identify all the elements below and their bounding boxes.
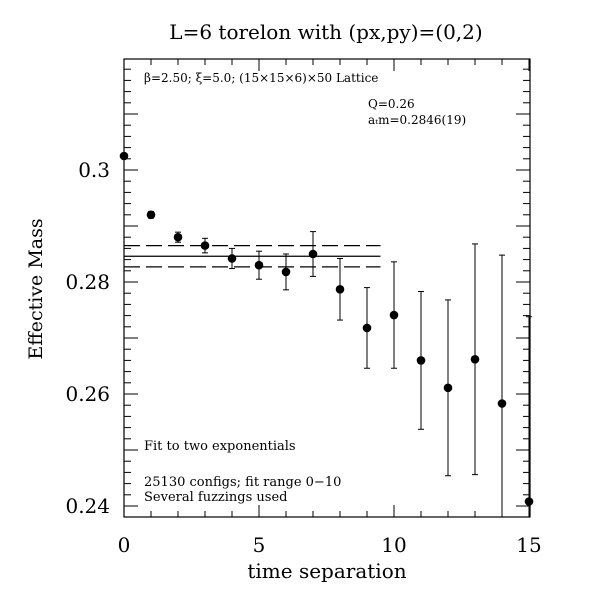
data-point — [470, 354, 480, 364]
data-point — [173, 232, 183, 242]
fuzzings-annotation: Several fuzzings used — [144, 490, 288, 505]
data-point — [200, 241, 210, 250]
axis-ticks — [123, 59, 530, 517]
x-tick-label: 15 — [516, 533, 541, 557]
x-axis-label: time separation — [247, 559, 406, 583]
fit-type-annotation: Fit to two exponentials — [144, 439, 296, 454]
fit-band — [124, 245, 381, 268]
x-tick-label: 5 — [253, 533, 266, 557]
data-point — [227, 254, 237, 263]
data-point — [281, 267, 291, 277]
chart-title: L=6 torelon with (px,py)=(0,2) — [169, 20, 482, 44]
data-point — [497, 399, 507, 408]
plot-frame — [123, 58, 531, 518]
configs-annotation: 25130 configs; fit range 0−10 — [144, 475, 341, 490]
data-point — [443, 383, 453, 393]
data-points — [119, 151, 534, 517]
q-annotation: Q=0.26 — [368, 97, 415, 111]
data-point — [335, 284, 345, 294]
data-point — [362, 323, 372, 333]
y-tick-label: 0.28 — [65, 270, 110, 294]
data-point — [389, 310, 399, 320]
tick-labels: 0 5 10 15 0.24 0.26 0.28 0.3 — [65, 158, 541, 557]
y-tick-label: 0.24 — [65, 494, 110, 518]
data-point — [146, 210, 156, 220]
data-point — [254, 260, 264, 270]
data-point — [119, 151, 129, 161]
y-axis-label: Effective Mass — [25, 218, 47, 359]
mass-annotation: aₜm=0.2846(19) — [368, 113, 466, 127]
data-point — [308, 249, 318, 259]
x-tick-label: 0 — [118, 533, 131, 557]
x-tick-label: 10 — [381, 533, 406, 557]
y-tick-label: 0.26 — [65, 382, 110, 406]
y-tick-label: 0.3 — [78, 158, 110, 182]
data-point — [416, 356, 426, 365]
data-point — [524, 497, 534, 506]
lattice-annotation: β=2.50; ξ=5.0; (15×15×6)×50 Lattice — [144, 71, 378, 85]
